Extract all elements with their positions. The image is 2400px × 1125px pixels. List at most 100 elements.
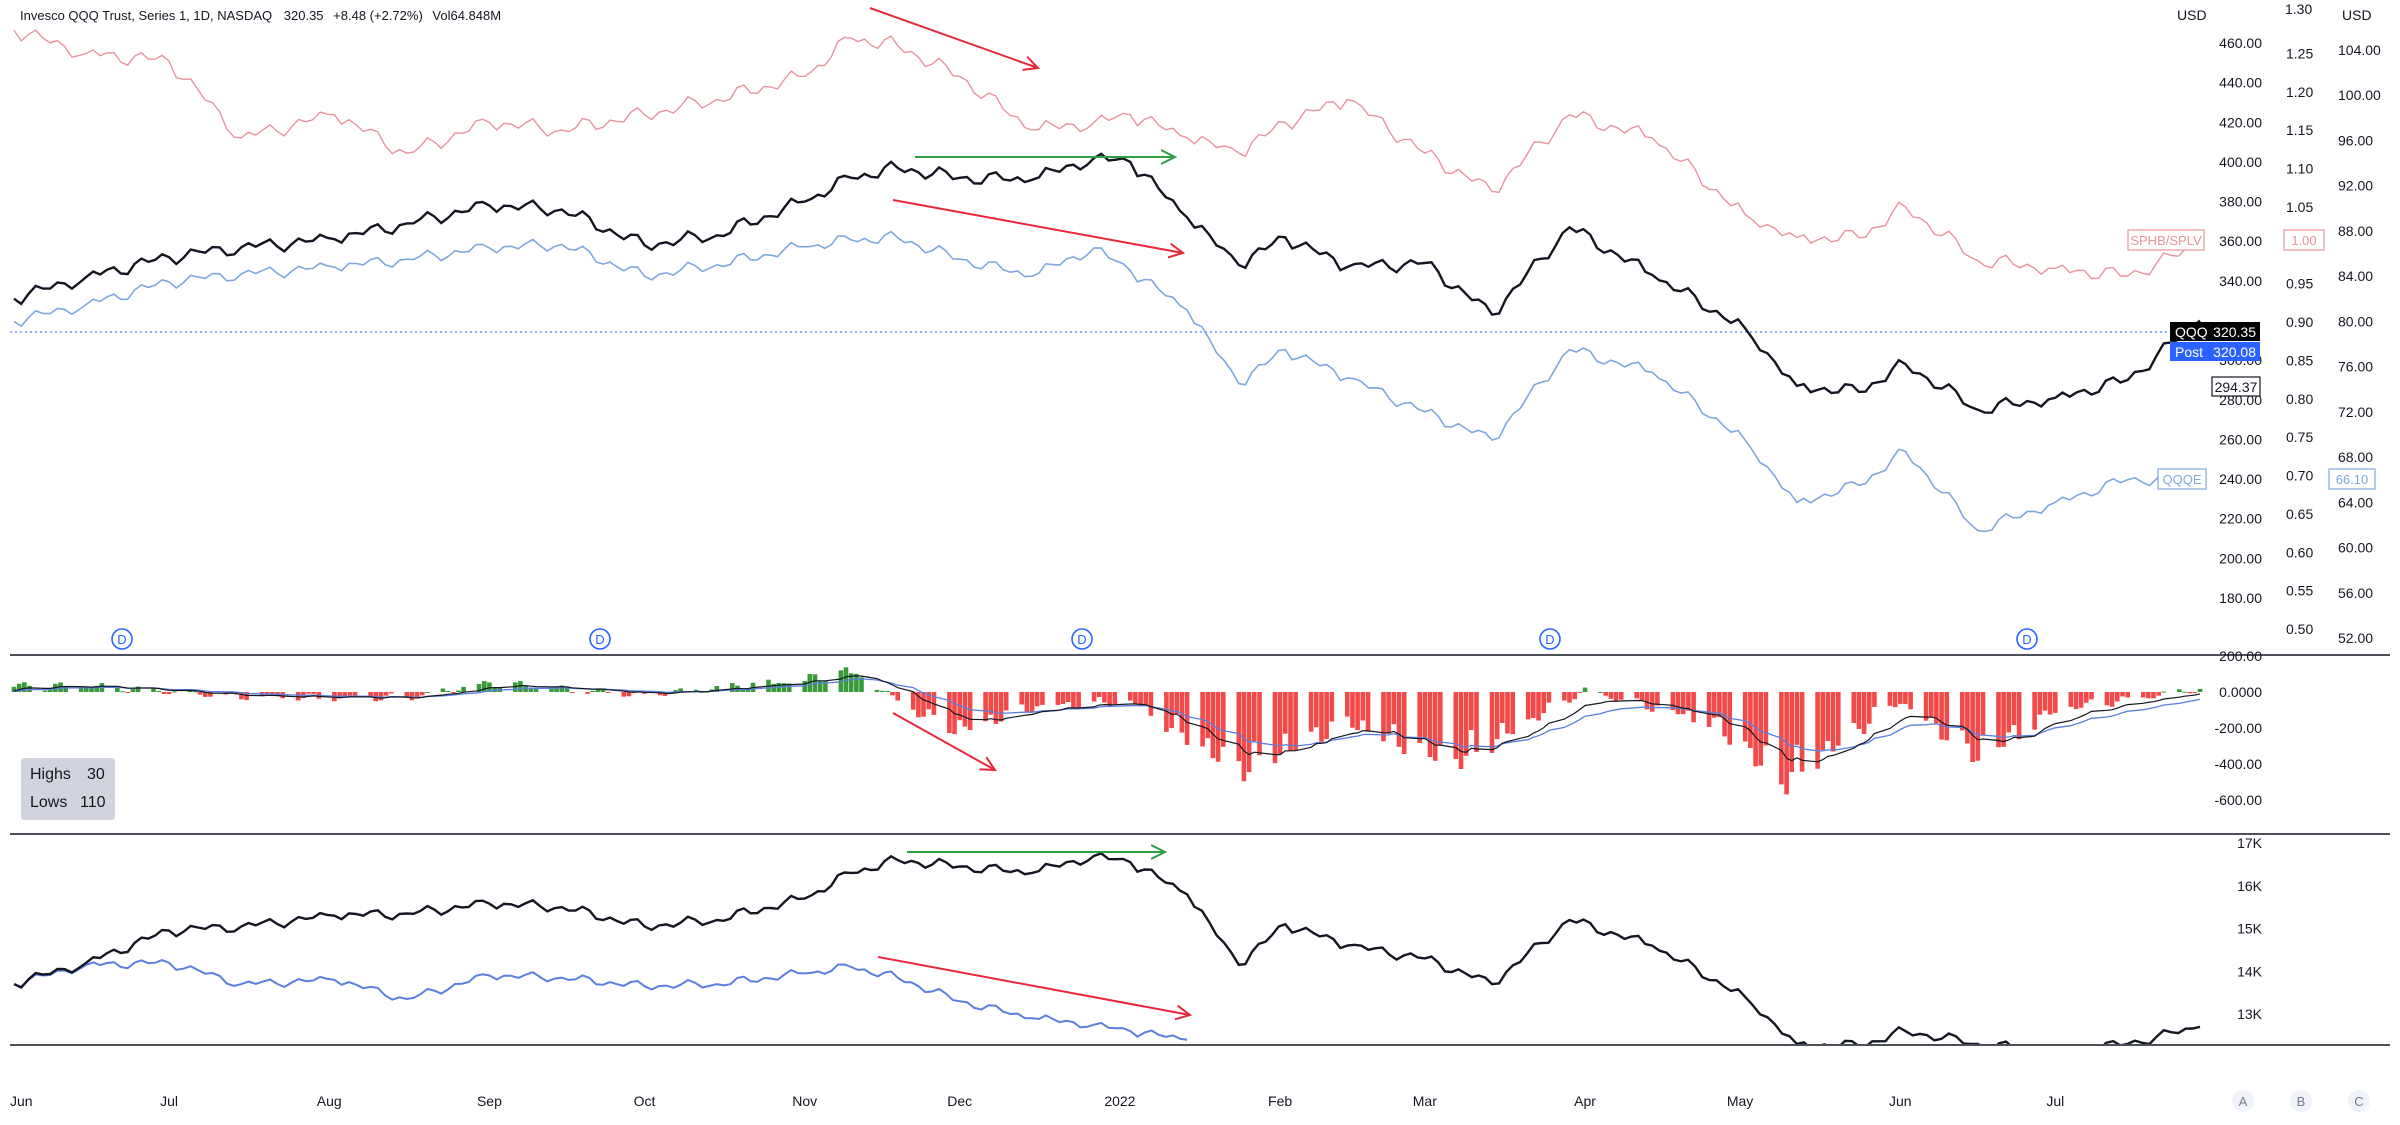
price-axis-tick: 400.00 — [2219, 154, 2262, 170]
histogram-bar — [2089, 692, 2094, 700]
histogram-bar — [2146, 692, 2151, 699]
histogram-bar — [1314, 692, 1319, 728]
qqqe-symbol-tag[interactable]: QQQE — [2157, 468, 2207, 490]
histogram-bar — [823, 680, 828, 692]
ratio-axis-tick: 1.05 — [2286, 199, 2313, 215]
histogram-bar — [420, 692, 425, 696]
histogram-bar — [673, 690, 678, 692]
histogram-bar — [1060, 692, 1066, 704]
histogram-bar — [1830, 692, 1836, 752]
histogram-bar — [1887, 692, 1893, 706]
histogram-bar — [151, 688, 156, 692]
ratio-symbol-tag[interactable]: SPHB/SPLV — [2127, 229, 2205, 251]
dividend-circle — [589, 628, 611, 650]
qqqe-value-tag[interactable]: 66.10 — [2328, 468, 2376, 490]
histogram-bar — [1164, 692, 1169, 732]
histogram-bar — [1329, 692, 1335, 722]
ratio-axis-tick: 1.25 — [2286, 45, 2313, 61]
histogram-bar — [1391, 692, 1397, 725]
ratio-series-line[interactable] — [13, 29, 2201, 280]
bottom-axis-tick: 15K — [2237, 921, 2263, 937]
histogram-bar — [1861, 692, 1867, 734]
qqqe-series-line[interactable] — [13, 230, 2200, 533]
right-axis-tick: 88.00 — [2338, 223, 2373, 239]
histogram-bar — [1742, 692, 1748, 742]
histogram-bar — [621, 692, 627, 697]
histogram-bar — [1438, 692, 1443, 745]
extra-price-tag[interactable]: 294.37 — [2211, 376, 2261, 397]
histogram-bar — [1112, 692, 1118, 704]
histogram-bar — [1417, 692, 1422, 744]
dividend-marker[interactable]: D — [2016, 628, 2038, 650]
histogram-bar — [120, 691, 125, 693]
histogram-bar — [1024, 692, 1030, 712]
histogram-bar — [306, 692, 311, 694]
histogram-bar — [802, 681, 807, 692]
price-axis-tick: 220.00 — [2219, 511, 2262, 527]
ratio-axis-tick: 0.80 — [2286, 391, 2313, 407]
histogram-bar — [874, 689, 880, 692]
button-a[interactable]: A — [2232, 1090, 2254, 1112]
button-c-label: C — [2354, 1094, 2363, 1109]
bottom-pane-lines — [13, 852, 2201, 1055]
dividend-marker[interactable]: D — [111, 628, 133, 650]
histogram-bar — [378, 692, 384, 701]
chart-header: Invesco QQQ Trust, Series 1, 1D, NASDAQ … — [20, 8, 501, 23]
histogram-bar — [781, 683, 787, 692]
histogram-bar — [528, 688, 534, 692]
histogram-bar — [1639, 692, 1645, 702]
histogram-bar — [926, 692, 931, 710]
histogram-bar — [2006, 692, 2012, 733]
histogram-bar — [1184, 692, 1190, 745]
button-c[interactable]: C — [2348, 1090, 2370, 1112]
price-axis-tick: 460.00 — [2219, 35, 2262, 51]
histogram-bar — [2104, 692, 2110, 706]
post-price-tag[interactable]: Post 320.08 — [2170, 342, 2260, 361]
histogram-bar — [595, 688, 601, 692]
bottom-lower-line[interactable] — [13, 959, 1188, 1041]
dividend-marker[interactable]: D — [1539, 628, 1561, 650]
histogram-bar — [1825, 692, 1831, 741]
histogram-bar — [1500, 692, 1505, 723]
histogram-bar — [564, 688, 570, 692]
price-axis-tick: 340.00 — [2219, 273, 2262, 289]
qqq-tag-value: 320.35 — [2213, 324, 2256, 340]
ratio-axis-tick: 1.20 — [2286, 84, 2313, 100]
dividend-marker[interactable]: D — [1071, 628, 1093, 650]
histogram-bar — [1820, 692, 1825, 750]
histogram-bar — [1324, 692, 1329, 740]
histogram-axis-tick: -600.00 — [2215, 792, 2263, 808]
histogram-bar — [202, 692, 208, 697]
histogram-bar — [988, 692, 993, 715]
bottom-upper-line[interactable] — [13, 852, 2201, 1055]
qqqe-down-arrow — [892, 199, 1183, 253]
histogram-bar — [1996, 692, 2001, 748]
histogram-bar — [1934, 692, 1939, 724]
ratio-axis-tick: 0.60 — [2286, 544, 2313, 560]
histogram-bar — [1169, 692, 1174, 728]
histogram-bar — [1649, 692, 1655, 712]
histogram-bar — [1582, 687, 1588, 692]
histogram-bar — [817, 681, 823, 692]
histogram-bar — [947, 692, 952, 733]
histogram-bar — [533, 688, 539, 692]
histogram-bar — [606, 692, 611, 693]
ratio-value-tag[interactable]: 1.00 — [2283, 229, 2325, 251]
histogram-bar — [2187, 692, 2192, 694]
histogram-bar — [1138, 692, 1143, 707]
qqq-series-line[interactable] — [13, 152, 2201, 414]
lows-value: 110 — [80, 794, 106, 811]
qqq-price-tag[interactable]: QQQ 320.35 — [2170, 322, 2260, 341]
histogram-bar — [1091, 692, 1097, 702]
histogram-bar — [1293, 692, 1298, 751]
ratio-axis-tick: 0.55 — [2286, 583, 2313, 599]
right-axis-tick: 76.00 — [2338, 359, 2373, 375]
right-axis-tick: 80.00 — [2338, 313, 2373, 329]
histogram-bar — [1365, 692, 1371, 732]
histogram-bar — [1215, 692, 1221, 762]
button-b[interactable]: B — [2290, 1090, 2312, 1112]
dividend-marker[interactable]: D — [589, 628, 611, 650]
